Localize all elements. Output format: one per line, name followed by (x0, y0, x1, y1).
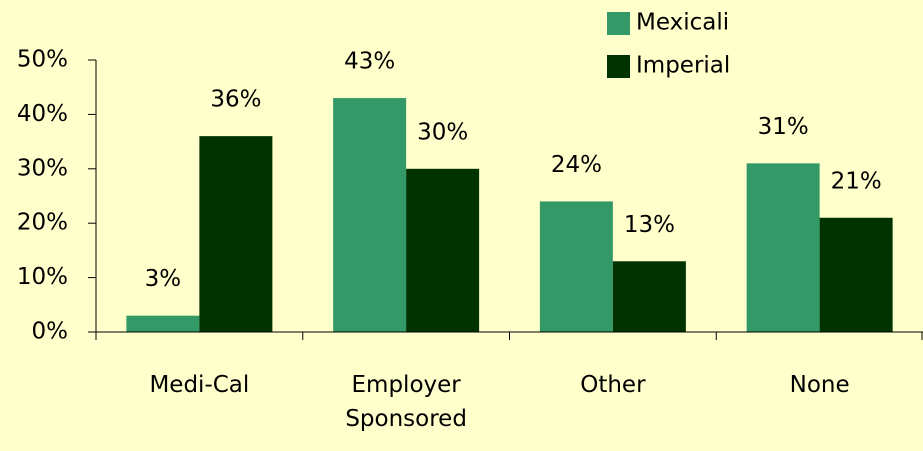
x-tick-label: Medi-Cal (149, 372, 250, 398)
y-tick-label: 20% (17, 210, 68, 236)
x-tick-label: Employer Sponsored (345, 372, 467, 432)
x-tick-label: Other (580, 372, 646, 398)
y-tick-label: 30% (17, 155, 68, 181)
legend-swatch (607, 55, 630, 78)
data-label: 13% (624, 212, 675, 238)
bar (612, 261, 686, 332)
bar (406, 168, 480, 332)
y-tick-label: 40% (17, 101, 68, 127)
bar (746, 163, 820, 332)
y-tick-label: 0% (32, 319, 69, 345)
data-label: 31% (758, 114, 809, 140)
y-tick-label: 50% (17, 47, 68, 73)
legend-label: Mexicali (636, 10, 729, 36)
data-label: 3% (145, 266, 182, 292)
bar (539, 201, 613, 332)
data-label: 24% (551, 152, 602, 178)
x-tick-label: None (789, 372, 850, 398)
bar (199, 136, 273, 332)
data-label: 43% (344, 49, 395, 75)
y-tick-label: 10% (17, 264, 68, 290)
legend-swatch (607, 12, 630, 35)
bar (819, 217, 893, 332)
data-label: 36% (210, 87, 261, 113)
data-label: 30% (417, 119, 468, 145)
bar (333, 98, 407, 332)
legend-label: Imperial (636, 53, 730, 79)
data-label: 21% (831, 168, 882, 194)
bar (126, 315, 200, 332)
